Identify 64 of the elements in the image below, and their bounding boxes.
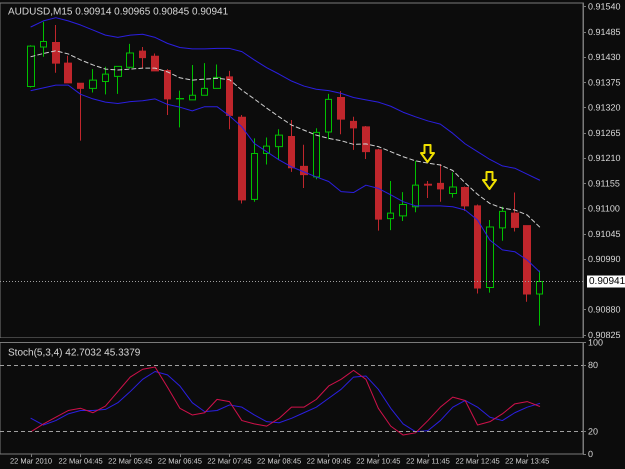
candlestick: [201, 62, 208, 96]
candlestick: [325, 93, 332, 140]
y-tick-label: 0.91430: [588, 52, 621, 62]
y-tick-label: 80: [588, 360, 598, 370]
candlestick: [486, 220, 494, 294]
candlestick: [151, 52, 159, 72]
candlestick: [523, 225, 531, 302]
candlestick: [164, 68, 171, 116]
candlestick: [176, 90, 184, 128]
candlestick: [499, 206, 506, 242]
candlestick: [449, 172, 457, 198]
candlestick: [139, 46, 146, 70]
candlestick: [251, 138, 258, 202]
line-series: [30, 50, 540, 228]
candlestick: [337, 90, 345, 135]
y-tick-label: 0.91485: [588, 26, 621, 37]
candlestick: [238, 114, 246, 204]
candlestick: [288, 120, 295, 172]
candlestick: [40, 21, 47, 58]
candlestick: [536, 270, 543, 326]
y-tick-label: 0.90990: [588, 254, 621, 264]
candlestick: [474, 204, 481, 294]
y-tick-label: 0.91045: [588, 228, 621, 239]
candlestick: [350, 116, 357, 150]
candlestick: [313, 128, 320, 180]
y-tick-label: 100: [588, 338, 604, 348]
candlestick: [461, 186, 469, 212]
text: Stoch(5,3,4) 42.7032 45.3379: [8, 348, 141, 358]
candlestick: [275, 128, 283, 160]
y-tick-label: 0.91155: [588, 178, 620, 188]
candlestick: [64, 55, 72, 84]
y-tick-label: 0: [588, 449, 594, 459]
candlestick: [387, 180, 394, 231]
candlestick: [52, 24, 60, 74]
y-tick-label: 0.91375: [588, 77, 621, 88]
y-tick-label: 0.91540: [588, 2, 621, 12]
candlestick: [27, 44, 35, 88]
candlestick: [511, 192, 519, 232]
candlestick: [213, 64, 221, 89]
chart-title: AUDUSD,M15 0.90914 0.90965 0.90845 0.90941: [8, 6, 229, 18]
candlestick: [399, 192, 407, 222]
candlestick: [300, 144, 308, 188]
candlestick: [375, 148, 382, 232]
line-series: [30, 84, 540, 272]
candlestick: [362, 125, 370, 160]
candlestick: [102, 66, 109, 95]
y-tick-label: 0.91210: [588, 153, 621, 164]
y-tick-label: 20: [588, 426, 598, 437]
ref-line-label: 0.90941: [589, 276, 625, 288]
candlestick: [77, 82, 84, 142]
candlestick: [89, 68, 97, 93]
line-series: [30, 17, 540, 181]
y-tick-label: 0.90880: [588, 304, 621, 315]
candlestick: [226, 70, 233, 130]
candlestick: [412, 160, 419, 213]
y-tick-label: 0.90825: [588, 330, 621, 340]
y-tick-label: 0.91320: [588, 102, 621, 113]
y-tick-label: 0.91100: [588, 204, 620, 214]
candlestick: [114, 66, 122, 94]
candlestick: [189, 64, 196, 100]
candlestick: [126, 43, 134, 70]
y-tick-label: 0.91265: [588, 128, 621, 138]
candlestick: [424, 180, 432, 199]
candlestick: [437, 164, 444, 202]
